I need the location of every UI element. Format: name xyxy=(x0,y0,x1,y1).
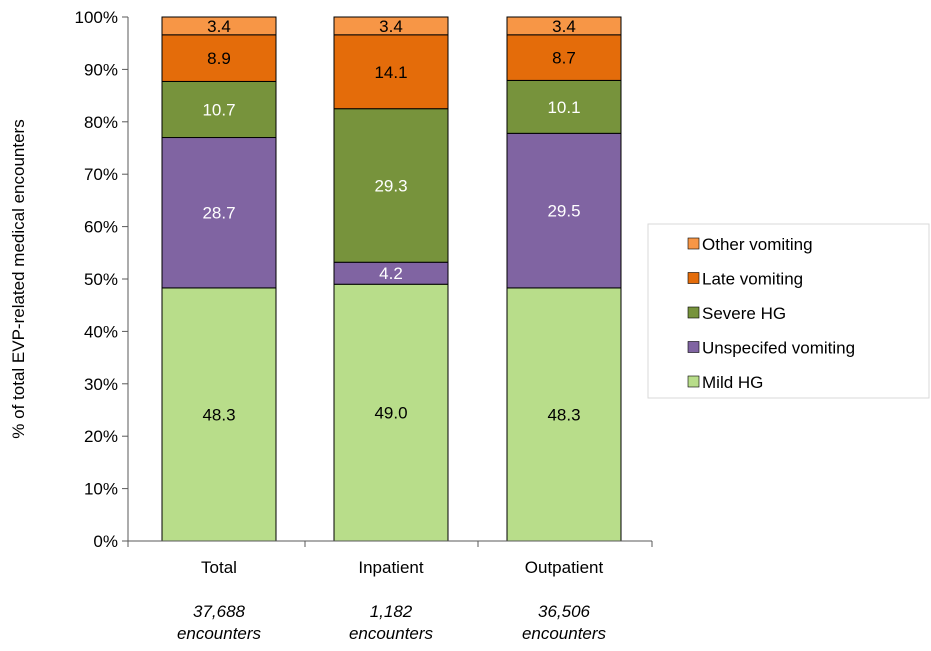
bar-segment xyxy=(161,34,277,82)
bar-segment xyxy=(161,137,277,289)
encounter-count-label: encounters xyxy=(177,624,262,643)
data-label: 3.4 xyxy=(552,17,576,36)
bars: 48.3 28.7 10.7 8.9 3.4 49.0 4.2 29.3 14.1 3.4 48.3… xyxy=(161,16,622,542)
y-tick-label: 70% xyxy=(84,165,118,184)
y-tick-label: 0% xyxy=(93,532,118,551)
legend-entry: Mild HG xyxy=(702,373,763,392)
data-label: 10.7 xyxy=(202,100,235,119)
legend-swatch xyxy=(687,375,700,388)
data-label: 28.7 xyxy=(202,204,235,223)
y-tick-label: 80% xyxy=(84,113,118,132)
legend: Other vomiting Late vomiting Severe HG Unsp… xyxy=(647,223,930,399)
bar-segment xyxy=(333,16,449,36)
bar-segment xyxy=(506,34,622,81)
legend-entry: Late vomiting xyxy=(702,270,803,289)
data-label: 49.0 xyxy=(374,404,407,423)
y-tick-label: 90% xyxy=(84,60,118,79)
y-axis-ticks: 0% 10% 20% 30% 40% 50% 60% 70% 80% 90% 100% xyxy=(75,8,128,551)
bar-segment xyxy=(333,283,449,542)
data-label: 29.5 xyxy=(547,202,580,221)
encounter-count-label: 37,688 xyxy=(193,602,246,621)
bar-segment xyxy=(506,79,622,134)
data-label: 10.1 xyxy=(547,98,580,117)
bar-segment xyxy=(161,16,277,36)
x-axis-labels: Total 37,688 encounters Inpatient 1,182 encou… xyxy=(177,558,607,643)
bar-segment xyxy=(333,108,449,263)
x-category-label: Total xyxy=(201,558,237,577)
legend-entry: Other vomiting xyxy=(702,235,813,254)
encounter-count-label: 1,182 xyxy=(370,602,413,621)
encounter-count-label: 36,506 xyxy=(538,602,591,621)
data-label: 3.4 xyxy=(379,17,403,36)
y-tick-label: 100% xyxy=(75,8,118,27)
legend-swatch xyxy=(687,341,700,353)
y-tick-label: 40% xyxy=(84,322,118,341)
data-label: 48.3 xyxy=(202,405,235,424)
bar-segment xyxy=(506,132,622,289)
data-label: 3.4 xyxy=(207,17,231,36)
x-category-label: Inpatient xyxy=(358,558,423,577)
legend-swatch xyxy=(687,306,700,319)
data-label: 4.2 xyxy=(379,264,403,283)
y-axis-label: % of total EVP-related medical encounter… xyxy=(9,119,28,438)
bar-segment xyxy=(506,287,622,542)
legend-swatch xyxy=(687,237,700,250)
y-tick-label: 60% xyxy=(84,218,118,237)
data-label: 14.1 xyxy=(374,63,407,82)
data-label: 8.7 xyxy=(552,49,576,68)
bar-segment xyxy=(161,80,277,139)
data-label: 8.9 xyxy=(207,49,231,68)
legend-entry: Severe HG xyxy=(702,304,786,323)
x-category-label: Outpatient xyxy=(525,558,604,577)
encounter-count-label: encounters xyxy=(522,624,607,643)
bar-segment xyxy=(506,16,622,36)
legend-entry: Unspecifed vomiting xyxy=(702,339,855,358)
y-tick-label: 10% xyxy=(84,480,118,499)
y-tick-label: 50% xyxy=(84,270,118,289)
data-label: 29.3 xyxy=(374,176,407,195)
y-tick-label: 30% xyxy=(84,375,118,394)
y-tick-label: 20% xyxy=(84,427,118,446)
encounter-count-label: encounters xyxy=(349,624,434,643)
legend-swatch xyxy=(687,272,700,284)
axes xyxy=(127,17,653,547)
bar-segment xyxy=(161,287,277,542)
data-label: 48.3 xyxy=(547,405,580,424)
